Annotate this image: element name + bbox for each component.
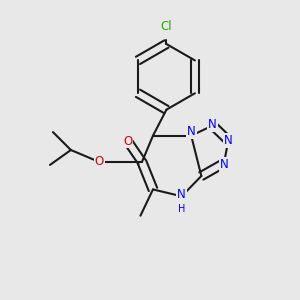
- Text: Cl: Cl: [160, 20, 172, 33]
- Text: N: N: [177, 188, 186, 201]
- Text: O: O: [123, 134, 132, 148]
- Text: N: N: [220, 158, 228, 171]
- Text: N: N: [224, 134, 233, 147]
- Text: N: N: [187, 125, 196, 138]
- Text: H: H: [178, 204, 185, 214]
- Text: Cl: Cl: [160, 20, 172, 33]
- Text: O: O: [94, 155, 104, 168]
- Text: N: N: [208, 118, 217, 131]
